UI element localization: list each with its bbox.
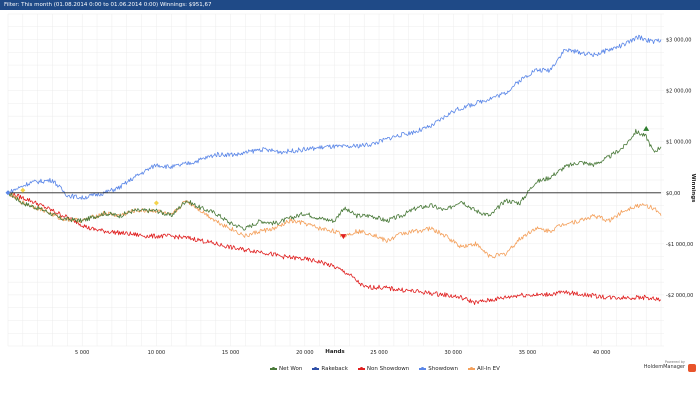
- legend-item[interactable]: Rakeback: [312, 364, 348, 374]
- y-tick-label: $2 000,00: [666, 89, 691, 95]
- x-tick-label: 10 000: [148, 350, 166, 356]
- diamond-marker: [153, 200, 159, 206]
- series-line-non-showdown: [7, 191, 661, 305]
- legend-swatch-dot: [314, 367, 318, 370]
- y-tick-label: $3 000,00: [666, 38, 691, 44]
- y-tick-label: -$2 000,00: [666, 293, 693, 299]
- legend-item[interactable]: Showdown: [419, 364, 458, 374]
- y-tick-label: -$1 000,00: [666, 242, 693, 248]
- brand-name: HoldemManager: [643, 364, 685, 370]
- legend-swatch-dot: [272, 367, 275, 370]
- legend-swatch: [357, 367, 365, 370]
- legend-label: Showdown: [428, 366, 458, 372]
- diamond-marker: [20, 187, 26, 193]
- x-tick-label: 35 000: [519, 350, 537, 356]
- legend-swatch-dot: [359, 367, 363, 370]
- legend-swatch: [419, 367, 427, 370]
- x-tick-label: 20 000: [296, 350, 314, 356]
- triangle-up-marker: [643, 125, 650, 131]
- legend-swatch-dot: [469, 367, 473, 370]
- legend-item[interactable]: Non Showdown: [357, 364, 410, 374]
- diamond-marker: [5, 190, 11, 196]
- series-line-net-won: [7, 128, 662, 231]
- legend-label: Non Showdown: [366, 366, 410, 372]
- legend-item[interactable]: All-In EV: [467, 364, 500, 374]
- legend-swatch-dot: [421, 367, 425, 370]
- grid: [7, 13, 664, 347]
- series-layer: [7, 34, 662, 305]
- legend-swatch: [270, 367, 277, 370]
- brand: Powered by HoldemManager: [636, 360, 696, 376]
- series-line-showdown: [7, 34, 662, 200]
- tick-layer: 5 000 10 000 15 000 20 000 25 000 30 000 35 00…: [75, 38, 693, 356]
- series-line-all-in-ev: [7, 191, 662, 259]
- x-tick-label: 15 000: [222, 350, 240, 356]
- x-axis-label: Hands: [325, 349, 345, 355]
- legend-label: Rakeback: [321, 366, 348, 372]
- y-tick-label: $1 000,00: [666, 140, 691, 146]
- marker-layer: [5, 125, 650, 240]
- legend: Net Won Rakeback Non Showdown Showdown All-I…: [270, 364, 500, 374]
- filter-text: Filter: This month (01.08.2014 0:00 to 0…: [4, 2, 212, 8]
- filter-bar: Filter: This month (01.08.2014 0:00 to 0…: [0, 0, 700, 10]
- x-tick-label: 5 000: [75, 350, 89, 356]
- y-axis-label: Winnings: [690, 174, 696, 204]
- legend-label: Net Won: [279, 366, 303, 372]
- legend-label: All-In EV: [476, 366, 500, 372]
- hm-logo-icon: [688, 364, 696, 372]
- x-tick-label: 25 000: [370, 350, 388, 356]
- brand-tagline: Powered by: [664, 360, 685, 364]
- legend-item[interactable]: Net Won: [270, 364, 302, 374]
- plot-area: [8, 14, 664, 368]
- y-tick-label: $0,00: [666, 191, 680, 197]
- legend-swatch: [312, 367, 320, 370]
- legend-swatch: [467, 367, 475, 370]
- x-tick-label: 30 000: [444, 350, 462, 356]
- x-tick-label: 40 000: [593, 350, 611, 356]
- triangle-down-marker: [340, 234, 347, 240]
